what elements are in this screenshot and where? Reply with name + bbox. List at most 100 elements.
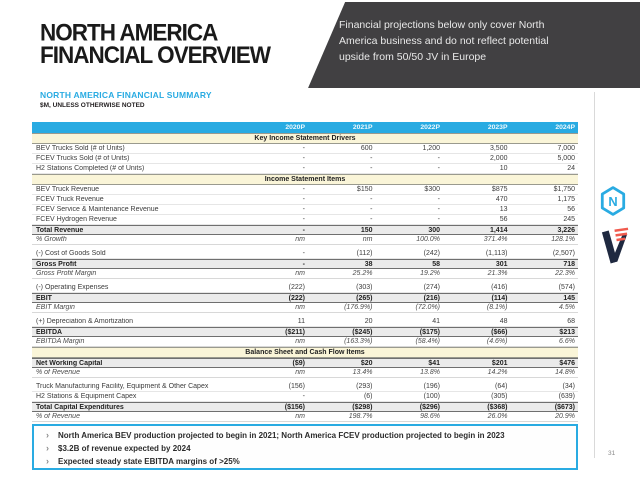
row-label: % Growth — [36, 236, 67, 243]
table-cell: 68 — [567, 318, 575, 325]
table-cell: 25.2% — [352, 270, 373, 277]
table-cell: 4.5% — [559, 304, 575, 311]
table-cell: (72.0%) — [415, 304, 440, 311]
table-cell: - — [302, 250, 305, 257]
table-cell: 1,175 — [557, 196, 575, 203]
table-cell: (416) — [491, 284, 508, 291]
table-header-year: 2024P — [555, 124, 575, 131]
table-cell: (176.9%) — [344, 304, 373, 311]
table-cell: (242) — [423, 250, 440, 257]
table-cell: (2,507) — [552, 250, 575, 257]
table-cell: (100) — [423, 393, 440, 400]
table-row-data: (-) Cost of Goods Sold - (112) (242) (1,113)… — [32, 249, 578, 259]
table-cell: - — [370, 165, 373, 172]
table-cell: $41 — [428, 359, 440, 367]
table-cell: 470 — [495, 196, 508, 203]
table-row-total: EBIT (222) (265) (216) (114) 145 — [32, 293, 578, 303]
page-number: 31 — [608, 450, 616, 457]
table-cell: - — [302, 260, 305, 268]
table-cell: ($9) — [292, 359, 305, 367]
slide-right-divider — [594, 92, 595, 458]
table-cell: (4.6%) — [486, 338, 508, 345]
table-cell: (265) — [356, 294, 373, 302]
table-cell: 24 — [567, 165, 575, 172]
table-row-section: Balance Sheet and Cash Flow Items — [32, 347, 578, 358]
table-row-total: Gross Profit - 38 58 301 718 — [32, 259, 578, 269]
takeaway-text: Expected steady state EBITDA margins of … — [58, 457, 240, 466]
table-cell: 10 — [499, 165, 508, 172]
table-cell: nm — [295, 236, 305, 243]
table-cell: (293) — [356, 383, 373, 390]
units-note: $M, UNLESS OTHERWISE NOTED — [40, 102, 145, 109]
table-cell: (196) — [423, 383, 440, 390]
table-cell: 245 — [563, 216, 575, 223]
table-cell: - — [370, 155, 373, 162]
row-label: FCEV Truck Revenue — [36, 196, 104, 203]
table-cell: - — [302, 206, 305, 213]
takeaway-item: › $3.2B of revenue expected by 2024 — [44, 443, 566, 456]
table-cell: 2,000 — [489, 155, 508, 162]
table-cell: (1,113) — [485, 250, 508, 257]
table-cell: nm — [295, 304, 305, 311]
table-header-row: 2020P 2021P 2022P 2023P 2024P — [32, 122, 578, 133]
table-cell: (303) — [356, 284, 373, 291]
table-row-data: H2 Stations Completed (# of Units) - - - 10 2… — [32, 164, 578, 174]
bullet-marker: › — [46, 456, 49, 466]
table-row-pct: % of Revenue nm 198.7% 98.6% 26.0% 20.9% — [32, 412, 578, 422]
row-label: Gross Profit Margin — [36, 270, 97, 277]
table-row-data: FCEV Service & Maintenance Revenue - - - 13 5… — [32, 205, 578, 215]
row-label: EBITDA — [36, 328, 63, 336]
banner-text: Financial projections below only cover N… — [339, 19, 549, 63]
table-cell: (639) — [558, 393, 575, 400]
banner-callout: Financial projections below only cover N… — [308, 2, 640, 88]
table-row-pct: Gross Profit Margin nm 25.2% 19.2% 21.3% 22.3… — [32, 269, 578, 279]
table-cell: 20 — [364, 318, 373, 325]
table-cell: 19.2% — [420, 270, 440, 277]
table-row-data: FCEV Hydrogen Revenue - - - 56 245 — [32, 215, 578, 225]
page-title: NORTH AMERICA FINANCIAL OVERVIEW — [40, 20, 271, 69]
table-cell: (8.1%) — [486, 304, 508, 311]
table-cell: nm — [295, 270, 305, 277]
table-cell: - — [302, 393, 305, 400]
table-cell: 7,000 — [557, 145, 575, 152]
table-cell: 145 — [563, 294, 575, 302]
row-label: % of Revenue — [36, 369, 80, 376]
page-title-line2: FINANCIAL OVERVIEW — [40, 41, 271, 69]
row-label: FCEV Trucks Sold (# of Units) — [36, 155, 130, 162]
table-cell: 1,200 — [422, 145, 440, 152]
table-cell: 58 — [432, 260, 440, 268]
table-row-pct: EBIT Margin nm (176.9%) (72.0%) (8.1%) 4.5% — [32, 303, 578, 313]
table-header-year: 2023P — [487, 124, 508, 131]
table-row-section: Income Statement Items — [32, 174, 578, 185]
table-cell: 13.8% — [420, 369, 440, 376]
takeaways-box: › North America BEV production projected … — [32, 424, 578, 470]
table-cell: (305) — [491, 393, 508, 400]
table-cell: 13.4% — [352, 369, 373, 376]
table-row-data: FCEV Truck Revenue - - - 470 1,175 — [32, 195, 578, 205]
table-cell: - — [302, 226, 305, 234]
table-cell: 300 — [428, 226, 440, 234]
table-cell: 301 — [495, 260, 508, 268]
table-cell: 128.1% — [551, 236, 575, 243]
takeaway-text: North America BEV production projected t… — [58, 431, 505, 440]
table-cell: ($298) — [352, 403, 373, 411]
table-cell: 14.8% — [555, 369, 575, 376]
takeaway-item: › North America BEV production projected … — [44, 430, 566, 443]
table-row-data: FCEV Trucks Sold (# of Units) - - - 2,000 5,0… — [32, 154, 578, 164]
table-cell: 718 — [563, 260, 575, 268]
table-cell: 22.3% — [555, 270, 575, 277]
table-cell: $476 — [559, 359, 575, 367]
row-label: (-) Cost of Goods Sold — [36, 250, 106, 257]
table-row-pct: % Growth nm nm 100.0% 371.4% 128.1% — [32, 235, 578, 245]
table-cell: - — [437, 165, 440, 172]
row-label: % of Revenue — [36, 413, 80, 420]
table-header-year: 2021P — [352, 124, 373, 131]
table-row-pct: % of Revenue nm 13.4% 13.8% 14.2% 14.8% — [32, 368, 578, 378]
table-row-data: H2 Stations & Equipment Capex - (6) (100) (3… — [32, 392, 578, 402]
table-cell: (114) — [491, 294, 508, 302]
table-cell: (6) — [363, 393, 373, 400]
table-cell: $1,750 — [553, 186, 575, 193]
table-cell: - — [370, 196, 373, 203]
table-cell: (64) — [495, 383, 508, 390]
